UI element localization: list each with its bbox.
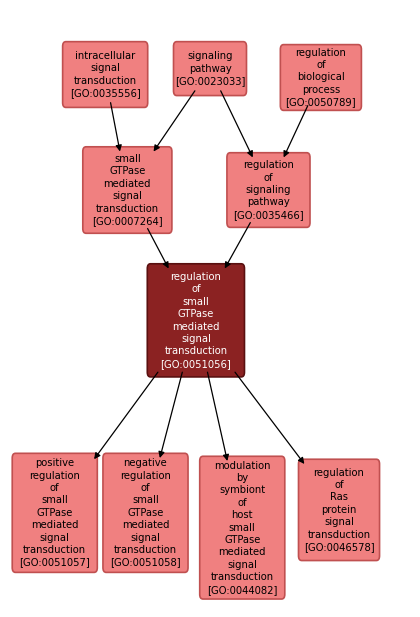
FancyBboxPatch shape	[103, 453, 188, 573]
FancyBboxPatch shape	[281, 44, 361, 110]
Text: regulation
of
small
GTPase
mediated
signal
transduction
[GO:0051056]: regulation of small GTPase mediated sign…	[160, 272, 231, 369]
FancyBboxPatch shape	[147, 264, 244, 377]
Text: negative
regulation
of
small
GTPase
mediated
signal
transduction
[GO:0051058]: negative regulation of small GTPase medi…	[110, 458, 181, 568]
Text: positive
regulation
of
small
GTPase
mediated
signal
transduction
[GO:0051057]: positive regulation of small GTPase medi…	[19, 458, 90, 568]
Text: signaling
pathway
[GO:0023033]: signaling pathway [GO:0023033]	[175, 51, 245, 86]
Text: regulation
of
Ras
protein
signal
transduction
[GO:0046578]: regulation of Ras protein signal transdu…	[304, 468, 374, 552]
FancyBboxPatch shape	[12, 453, 97, 573]
FancyBboxPatch shape	[173, 42, 247, 96]
FancyBboxPatch shape	[83, 147, 172, 233]
Text: intracellular
signal
transduction
[GO:0035556]: intracellular signal transduction [GO:00…	[70, 51, 141, 98]
FancyBboxPatch shape	[200, 457, 285, 599]
FancyBboxPatch shape	[299, 459, 380, 560]
Text: regulation
of
biological
process
[GO:0050789]: regulation of biological process [GO:005…	[286, 48, 356, 107]
Text: small
GTPase
mediated
signal
transduction
[GO:0007264]: small GTPase mediated signal transductio…	[92, 154, 163, 226]
Text: regulation
of
signaling
pathway
[GO:0035466]: regulation of signaling pathway [GO:0035…	[233, 160, 304, 220]
FancyBboxPatch shape	[227, 153, 310, 227]
FancyBboxPatch shape	[63, 42, 148, 107]
Text: modulation
by
symbiont
of
host
small
GTPase
mediated
signal
transduction
[GO:004: modulation by symbiont of host small GTP…	[207, 461, 278, 595]
